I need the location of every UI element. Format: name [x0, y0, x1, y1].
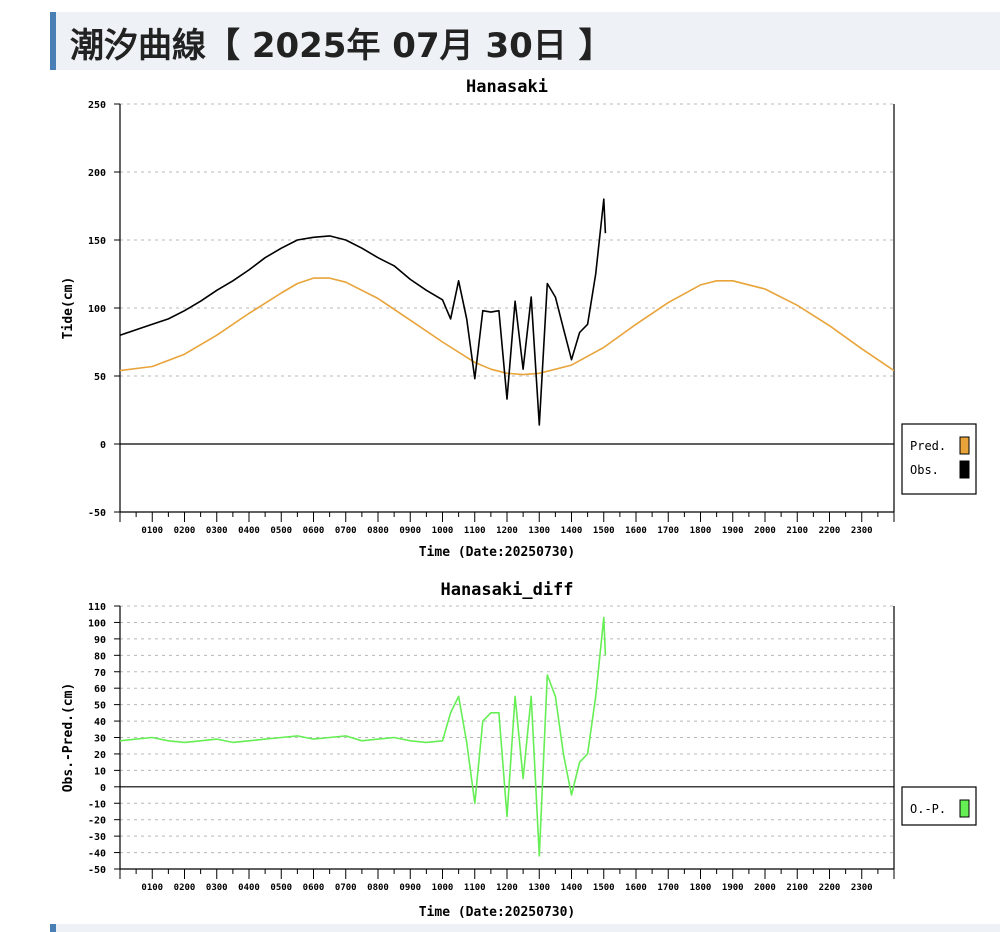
x-tick-label: 2300 [851, 526, 873, 536]
legend-swatch [959, 436, 970, 455]
x-tick-label: 2100 [786, 526, 808, 536]
y-tick-label: 200 [88, 168, 106, 179]
y-tick-label: -10 [88, 799, 106, 810]
x-tick-label: 1400 [561, 526, 583, 536]
legend-label: O.-P. [910, 802, 946, 816]
x-tick-label: 1700 [657, 883, 679, 893]
y-tick-label: 50 [94, 701, 106, 712]
x-tick-label: 1800 [690, 526, 712, 536]
x-tick-label: 1600 [625, 526, 647, 536]
series-line-pred [119, 277, 895, 376]
y-axis-label: Obs.-Pred.(cm) [61, 683, 76, 793]
x-tick-label: 1300 [528, 526, 550, 536]
x-tick-label: 2100 [786, 883, 808, 893]
x-tick-label: 0100 [141, 883, 163, 893]
chart-title: Hanasaki_diff [440, 580, 573, 600]
x-tick-label: 0300 [206, 883, 228, 893]
x-tick-label: 0900 [399, 526, 421, 536]
y-tick-label: -50 [88, 865, 106, 876]
x-tick-label: 0500 [270, 526, 292, 536]
chart-title: Hanasaki [466, 77, 548, 97]
x-axis-label: Time (Date:20250730) [419, 905, 576, 920]
x-tick-label: 2200 [819, 526, 841, 536]
x-tick-label: 0100 [141, 526, 163, 536]
x-tick-label: 2000 [754, 883, 776, 893]
x-tick-label: 0700 [335, 526, 357, 536]
x-axis-label: Time (Date:20250730) [419, 545, 576, 560]
legend: Pred. Obs. [901, 423, 977, 495]
x-tick-label: 2200 [819, 883, 841, 893]
x-tick-label: 0900 [399, 883, 421, 893]
x-tick-label: 1600 [625, 883, 647, 893]
y-tick-label: 20 [94, 750, 106, 761]
x-tick-label: 0500 [270, 883, 292, 893]
y-tick-label: 30 [94, 734, 106, 745]
y-tick-label: 60 [94, 684, 106, 695]
legend-swatch [959, 799, 970, 818]
x-tick-label: 0200 [174, 526, 196, 536]
page-title: 潮汐曲線【 2025年 07月 30日 】 [70, 26, 613, 66]
x-tick-label: 1900 [722, 526, 744, 536]
x-tick-label: 1000 [432, 526, 454, 536]
x-tick-label: 0600 [303, 883, 325, 893]
y-axis-label: Tide(cm) [61, 277, 76, 340]
y-tick-label: 40 [94, 717, 106, 728]
legend: O.-P. [901, 786, 977, 826]
x-tick-label: 1900 [722, 883, 744, 893]
legend-swatch [959, 460, 970, 479]
y-tick-label: -40 [88, 849, 106, 860]
x-tick-label: 0800 [367, 883, 389, 893]
legend-box [901, 423, 977, 495]
y-tick-label: 0 [100, 783, 106, 794]
x-tick-label: 2300 [851, 883, 873, 893]
x-tick-label: 0400 [238, 883, 260, 893]
x-tick-label: 1100 [464, 526, 486, 536]
chart-1: Hanasaki -50 0 50 100 150 200 250 0100 0200 0300 04… [61, 77, 977, 560]
chart-2: Hanasaki_diff -50 -40 -30 -20 -10 0 10 20 30 40 50 6… [61, 580, 977, 920]
y-tick-label: 0 [100, 440, 106, 451]
x-tick-label: 0200 [174, 883, 196, 893]
x-tick-label: 1700 [657, 526, 679, 536]
y-tick-label: -20 [88, 816, 106, 827]
y-tick-label: 10 [94, 766, 106, 777]
legend-label: Obs. [910, 463, 939, 477]
x-tick-label: 0300 [206, 526, 228, 536]
y-tick-label: 70 [94, 668, 106, 679]
y-tick-label: -30 [88, 832, 106, 843]
y-tick-label: 150 [88, 236, 106, 247]
x-tick-label: 1100 [464, 883, 486, 893]
x-tick-label: 1200 [496, 526, 518, 536]
x-tick-label: 1000 [432, 883, 454, 893]
y-tick-label: 50 [94, 372, 106, 383]
series-line-o-p [119, 616, 607, 857]
x-tick-label: 0400 [238, 526, 260, 536]
y-tick-label: 100 [88, 618, 106, 629]
y-tick-label: 80 [94, 651, 106, 662]
x-tick-label: 1200 [496, 883, 518, 893]
x-tick-label: 0800 [367, 526, 389, 536]
x-tick-label: 1800 [690, 883, 712, 893]
page-header: 潮汐曲線【 2025年 07月 30日 】 [50, 12, 1000, 70]
x-tick-label: 1500 [593, 883, 615, 893]
x-tick-label: 2000 [754, 526, 776, 536]
y-tick-label: 90 [94, 635, 106, 646]
y-tick-label: 250 [88, 100, 106, 111]
y-tick-label: -50 [88, 508, 106, 519]
x-tick-label: 1300 [528, 883, 550, 893]
footer-bar [50, 924, 1000, 932]
x-tick-label: 1500 [593, 526, 615, 536]
x-tick-label: 0700 [335, 883, 357, 893]
y-tick-label: 100 [88, 304, 106, 315]
y-tick-label: 110 [88, 602, 106, 613]
series-line-obs [119, 198, 607, 426]
x-tick-label: 1400 [561, 883, 583, 893]
x-tick-label: 0600 [303, 526, 325, 536]
legend-label: Pred. [910, 439, 946, 453]
